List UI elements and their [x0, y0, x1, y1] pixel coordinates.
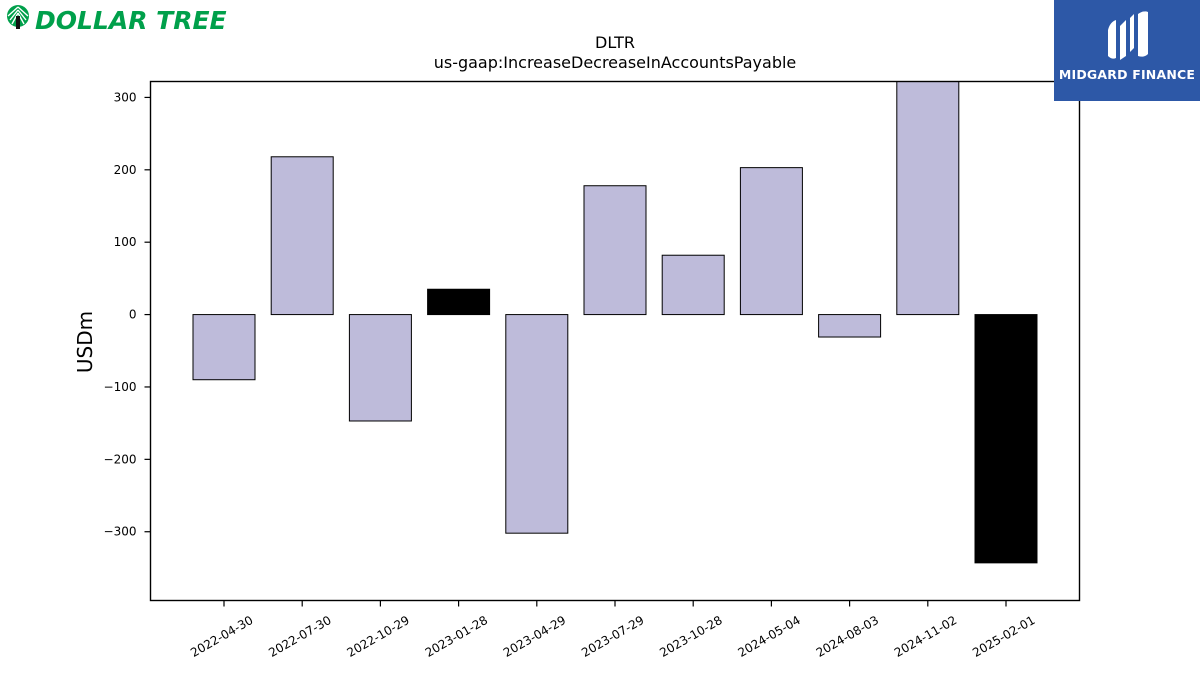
x-tick-label: 2024-11-02: [892, 613, 959, 660]
x-tick-label: 2025-02-01: [970, 613, 1037, 660]
bar-2022-07-30: [270, 156, 334, 316]
y-tick-label: 0: [129, 308, 137, 322]
dollar-tree-wordmark: DOLLAR TREE: [35, 6, 227, 34]
bar-2023-10-28: [661, 254, 725, 316]
midgard-finance-wordmark: MIDGARD FINANCE: [1058, 67, 1196, 82]
chart-subtitle: us-gaap:IncreaseDecreaseInAccountsPayabl…: [434, 53, 797, 72]
tree-icon: [7, 5, 29, 29]
bar-2023-04-29: [505, 314, 569, 534]
bar-2022-10-29: [348, 314, 412, 422]
bar-2024-11-02: [896, 81, 960, 316]
y-tick-label: 200: [114, 163, 137, 177]
y-axis-label: USDm: [73, 311, 97, 373]
y-tick-label: −100: [104, 380, 137, 394]
midgard-emblem-icon: [1108, 11, 1148, 60]
chart-title: DLTR: [595, 33, 635, 52]
x-tick-label: 2022-07-30: [266, 613, 333, 660]
y-tick-label: −300: [104, 525, 137, 539]
bar-2023-01-28: [427, 288, 491, 316]
x-tick-label: 2023-01-28: [423, 613, 490, 660]
bar-2025-02-01: [974, 314, 1038, 564]
y-tick-label: −200: [104, 452, 137, 466]
x-tick-label: 2023-04-29: [501, 613, 568, 660]
bar-2024-05-04: [739, 167, 803, 316]
bars-group: [192, 81, 1038, 564]
y-axis: 300 200 100 0 −100 −200 −300: [104, 90, 151, 539]
bar-2023-07-29: [583, 185, 647, 316]
x-tick-label: 2023-10-28: [657, 613, 724, 660]
y-tick-label: 300: [114, 90, 137, 104]
x-tick-label: 2024-05-04: [735, 613, 802, 660]
x-tick-label: 2024-08-03: [814, 613, 881, 660]
dollar-tree-logo: DOLLAR TREE: [7, 5, 227, 34]
x-axis: 2022-04-30 2022-07-30 2022-10-29 2023-01-28…: [188, 600, 1038, 660]
x-tick-label: 2023-07-29: [579, 613, 646, 660]
y-tick-label: 100: [114, 235, 137, 249]
bar-2024-08-03: [818, 314, 882, 338]
x-tick-label: 2022-04-30: [188, 613, 255, 660]
bar-2022-04-30: [192, 314, 256, 381]
x-tick-label: 2022-10-29: [344, 613, 411, 660]
midgard-finance-logo: MIDGARD FINANCE: [1054, 0, 1200, 101]
